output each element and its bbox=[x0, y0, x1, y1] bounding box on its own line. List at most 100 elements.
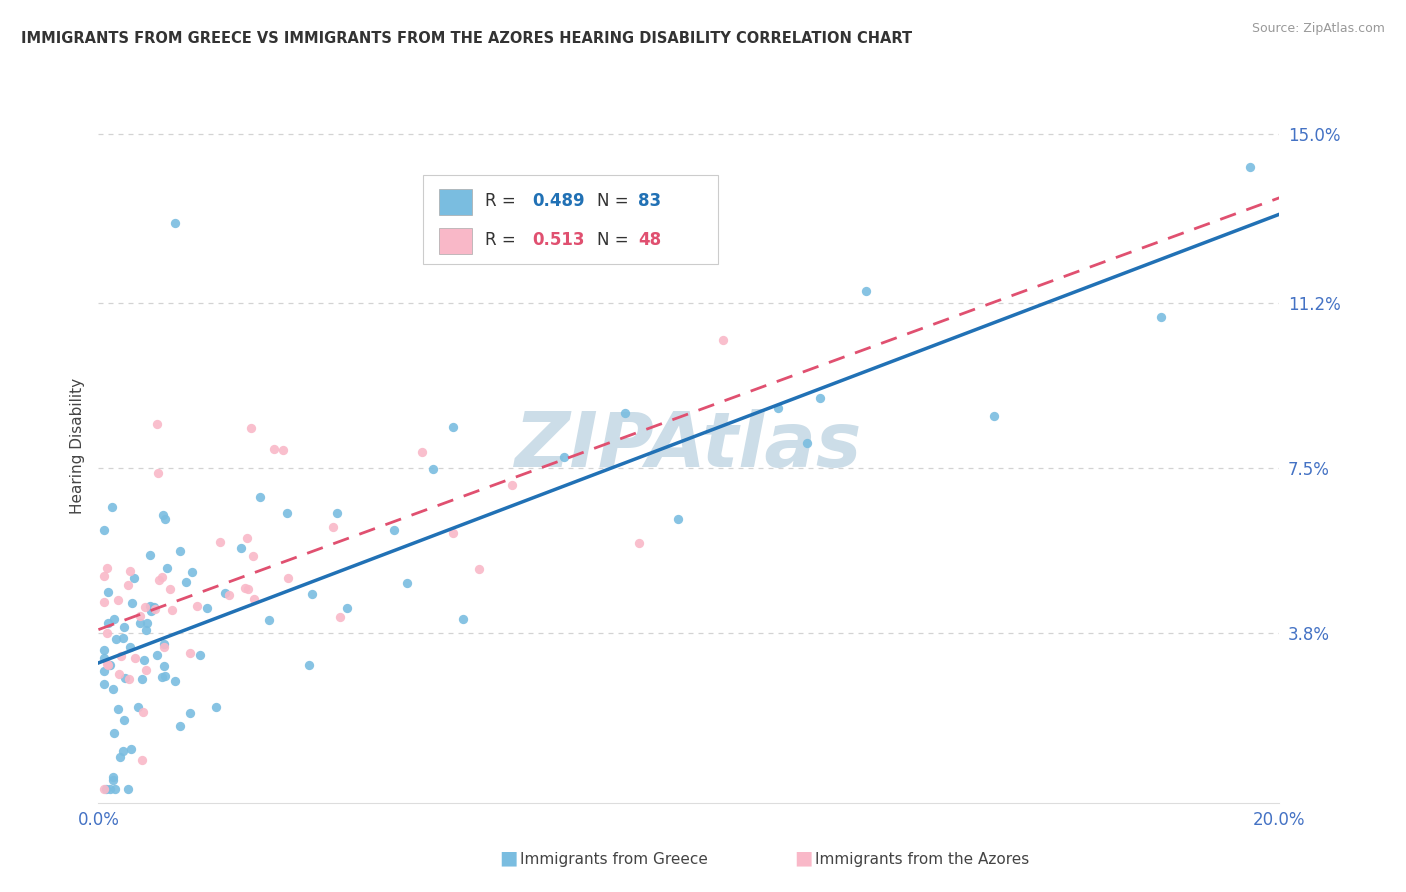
Point bbox=[93, 651, 115, 665]
Text: 0.513: 0.513 bbox=[531, 231, 585, 249]
Point bbox=[132, 653, 155, 667]
Text: ZIPAtlas: ZIPAtlas bbox=[515, 409, 863, 483]
Point bbox=[114, 671, 136, 685]
Point bbox=[249, 490, 271, 504]
Point bbox=[139, 604, 162, 618]
Point bbox=[118, 564, 141, 578]
Point bbox=[152, 508, 174, 523]
Point bbox=[441, 525, 464, 540]
Point bbox=[135, 615, 157, 630]
Point bbox=[101, 771, 124, 785]
Point bbox=[277, 571, 299, 585]
Point bbox=[143, 601, 166, 615]
Point bbox=[93, 665, 115, 679]
Point bbox=[628, 536, 651, 550]
Point bbox=[209, 534, 232, 549]
Text: Immigrants from Greece: Immigrants from Greece bbox=[520, 852, 709, 867]
Point bbox=[124, 650, 146, 665]
Point bbox=[983, 409, 1005, 423]
Point bbox=[143, 600, 166, 615]
Text: ■: ■ bbox=[794, 848, 813, 867]
Point bbox=[139, 548, 162, 562]
Point bbox=[204, 699, 226, 714]
Point bbox=[98, 782, 121, 797]
Point bbox=[101, 682, 124, 697]
Point bbox=[100, 500, 122, 514]
Point bbox=[329, 610, 352, 624]
Point bbox=[111, 632, 134, 646]
Point bbox=[179, 706, 201, 720]
Point bbox=[110, 648, 132, 663]
Point bbox=[153, 669, 176, 683]
Point bbox=[100, 658, 122, 673]
Point bbox=[146, 467, 169, 481]
Point bbox=[174, 575, 197, 590]
Point bbox=[855, 284, 877, 298]
Point bbox=[121, 596, 143, 610]
Point bbox=[93, 523, 115, 537]
Text: N =: N = bbox=[596, 193, 634, 211]
Point bbox=[165, 216, 187, 230]
Point bbox=[146, 417, 169, 431]
Point bbox=[134, 600, 156, 615]
Point bbox=[96, 561, 118, 575]
Point bbox=[382, 524, 405, 538]
Point bbox=[257, 613, 280, 627]
Point bbox=[107, 702, 129, 716]
Point bbox=[138, 599, 160, 614]
Point bbox=[96, 626, 118, 640]
Point bbox=[808, 391, 831, 405]
Point bbox=[336, 600, 359, 615]
Point bbox=[501, 477, 523, 491]
Point bbox=[263, 442, 285, 456]
Point bbox=[553, 450, 575, 464]
Point bbox=[101, 773, 124, 788]
Point bbox=[93, 677, 115, 691]
Point bbox=[118, 672, 141, 686]
Point bbox=[233, 582, 256, 596]
Point bbox=[468, 562, 491, 576]
Point bbox=[301, 587, 323, 601]
Point bbox=[180, 566, 202, 580]
Point bbox=[103, 612, 125, 626]
Text: Source: ZipAtlas.com: Source: ZipAtlas.com bbox=[1251, 22, 1385, 36]
Point bbox=[326, 506, 349, 520]
Text: R =: R = bbox=[485, 193, 520, 211]
Point bbox=[395, 575, 418, 590]
Point bbox=[214, 585, 236, 599]
Point bbox=[169, 719, 191, 733]
Text: 48: 48 bbox=[638, 231, 661, 249]
Point bbox=[107, 593, 129, 607]
Point bbox=[162, 603, 184, 617]
Point bbox=[766, 401, 789, 416]
Point bbox=[229, 541, 252, 555]
Point bbox=[666, 511, 689, 525]
Point bbox=[150, 669, 173, 683]
Point bbox=[117, 578, 139, 592]
Point bbox=[131, 672, 153, 686]
Point bbox=[276, 506, 298, 520]
Point bbox=[129, 608, 152, 623]
Point bbox=[238, 582, 260, 597]
Point bbox=[122, 571, 145, 585]
Point bbox=[796, 436, 818, 450]
Text: Immigrants from the Azores: Immigrants from the Azores bbox=[815, 852, 1029, 867]
Point bbox=[103, 726, 125, 740]
Point bbox=[128, 700, 150, 714]
Point bbox=[150, 570, 173, 584]
Point bbox=[218, 588, 240, 602]
Point bbox=[155, 561, 177, 575]
Point bbox=[131, 753, 153, 767]
Point bbox=[93, 643, 115, 657]
Point bbox=[1239, 161, 1261, 175]
Point bbox=[451, 612, 474, 626]
Point bbox=[1150, 310, 1173, 324]
Point bbox=[152, 659, 174, 673]
Point bbox=[94, 782, 117, 797]
Point bbox=[197, 601, 219, 615]
Point bbox=[108, 667, 131, 681]
Point bbox=[711, 333, 734, 347]
Point bbox=[153, 640, 176, 655]
Point bbox=[146, 648, 169, 662]
Point bbox=[236, 531, 259, 545]
